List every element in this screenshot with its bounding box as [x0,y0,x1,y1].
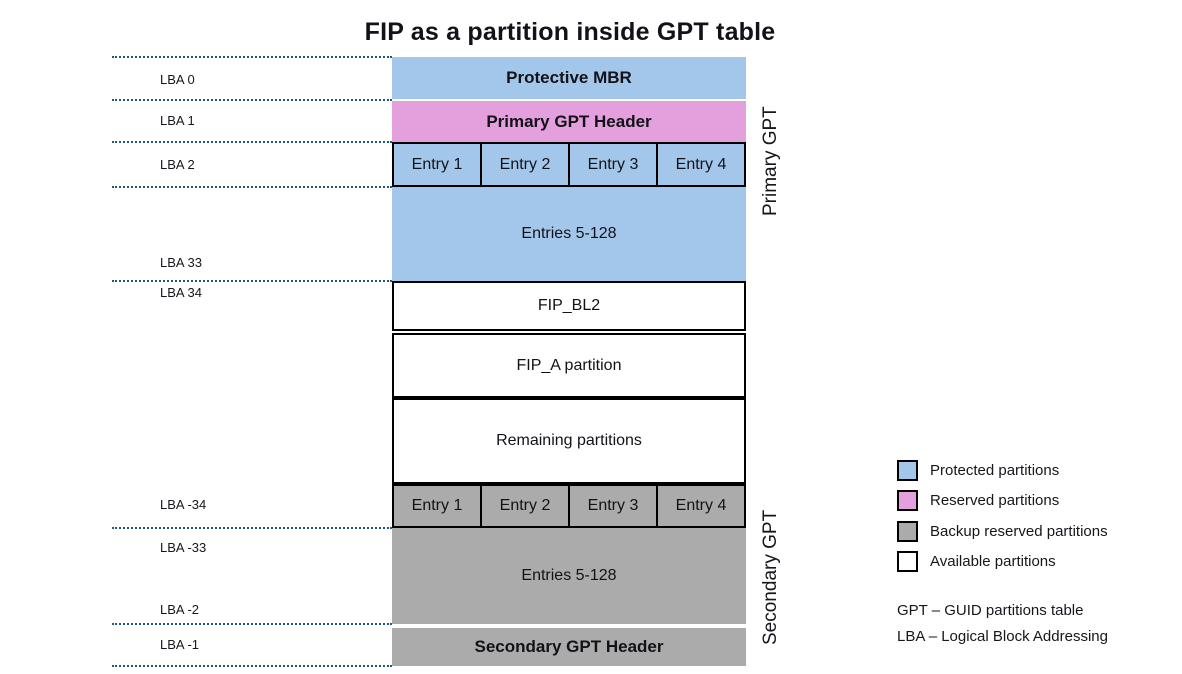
abbrev-lba: LBA – Logical Block Addressing [897,628,1108,645]
legend-item-available: Available partitions [897,551,1056,572]
side-label-secondary-gpt: Secondary GPT [760,509,781,645]
legend-swatch-available [897,551,918,572]
secondary-entry-row: Entry 1 Entry 2 Entry 3 Entry 4 [392,484,746,528]
lba-label-m33: LBA -33 [160,540,207,555]
dotted-line-lba-2-bottom [112,623,392,625]
lba-label-0: LBA 0 [160,72,195,87]
block-fip-a-partition: FIP_A partition [392,333,746,398]
page-title: FIP as a partition inside GPT table [364,18,776,46]
legend-item-protected: Protected partitions [897,460,1059,481]
primary-entry-row: Entry 1 Entry 2 Entry 3 Entry 4 [392,142,746,187]
primary-entry-1: Entry 1 [394,144,480,185]
abbrev-gpt: GPT – GUID partitions table [897,602,1084,619]
dotted-line-lba0-top [112,56,392,58]
lba-label-2: LBA 2 [160,157,195,172]
lba-label-m1: LBA -1 [160,637,200,652]
primary-entry-3: Entry 3 [568,144,656,185]
block-remaining-partitions: Remaining partitions [392,398,746,484]
legend-label-available: Available partitions [930,553,1056,570]
dotted-line-lba2-top [112,141,392,143]
dotted-line-lba33-bottom [112,280,392,282]
dotted-line-entries-top [112,186,392,188]
legend-label-protected: Protected partitions [930,462,1060,479]
block-fip-bl2: FIP_BL2 [392,281,746,331]
lba-label-33: LBA 33 [160,255,202,270]
lba-label-m34: LBA -34 [160,497,207,512]
secondary-entry-3: Entry 3 [568,486,656,526]
block-secondary-entries-5-128: Entries 5-128 [392,528,746,624]
secondary-entry-1: Entry 1 [394,486,480,526]
dotted-line-lba-34-bottom [112,527,392,529]
dotted-line-bottom [112,665,392,667]
legend-label-reserved: Reserved partitions [930,492,1060,509]
legend-swatch-backup [897,521,918,542]
legend-swatch-reserved [897,490,918,511]
secondary-entry-4: Entry 4 [656,486,744,526]
block-secondary-gpt-header: Secondary GPT Header [392,628,746,666]
dotted-line-lba1-top [112,99,392,101]
primary-entry-4: Entry 4 [656,144,744,185]
block-primary-entries-5-128: Entries 5-128 [392,187,746,281]
secondary-entry-2: Entry 2 [480,486,568,526]
legend-item-backup: Backup reserved partitions [897,521,1108,542]
side-label-primary-gpt: Primary GPT [760,106,781,216]
lba-label-m2: LBA -2 [160,602,200,617]
lba-label-1: LBA 1 [160,113,195,128]
lba-label-34: LBA 34 [160,285,202,300]
legend-swatch-protected [897,460,918,481]
block-protective-mbr: Protective MBR [392,57,746,99]
legend-label-backup: Backup reserved partitions [930,523,1108,540]
primary-entry-2: Entry 2 [480,144,568,185]
legend-item-reserved: Reserved partitions [897,490,1059,511]
block-primary-gpt-header: Primary GPT Header [392,101,746,142]
